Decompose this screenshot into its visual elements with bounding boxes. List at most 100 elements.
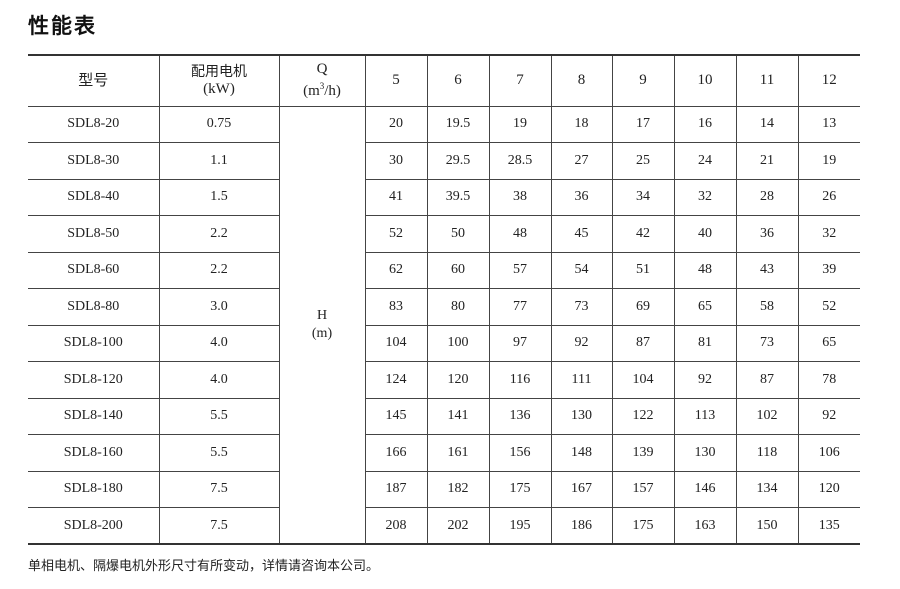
unit-part: /h) [324,83,341,100]
header-flow-value: 6 [426,54,490,107]
header-flow-value: 11 [735,54,799,107]
power-cell: 5.5 [158,434,280,472]
head-value-cell: 139 [611,434,675,472]
head-value-cell: 54 [550,251,613,289]
header-flow-unit: (m3/h) [280,78,365,100]
head-value-cell: 175 [611,507,675,545]
model-cell: SDL8-120 [28,361,160,399]
head-value-cell: 120 [426,361,490,399]
head-value-cell: 21 [735,142,799,180]
head-value-cell: 25 [611,142,675,180]
head-value-cell: 161 [426,434,490,472]
head-value-cell: 175 [488,470,552,508]
head-value-cell: 111 [550,361,613,399]
head-value-cell: 65 [673,288,737,326]
unit-sup: 3 [319,81,325,92]
power-cell: 7.5 [158,470,280,508]
head-value-cell: 36 [550,178,613,216]
head-value-cell: 16 [673,105,737,143]
table-row: SDL8-140 5.5 145 141 136 130 122 113 102 92 [28,397,860,435]
table-row: SDL8-180 7.5 187 182 175 167 157 146 134 120 [28,470,860,508]
head-value-cell: 202 [426,507,490,545]
head-value-cell: 81 [673,324,737,362]
head-value-cell: 65 [797,324,860,362]
head-value-cell: 182 [426,470,490,508]
header-flow-label: Q [316,61,328,78]
head-value-cell: 73 [735,324,799,362]
head-value-cell: 106 [797,434,860,472]
head-value-cell: 97 [488,324,552,362]
head-unit: (m) [311,325,333,341]
table-row: SDL8-80 3.0 83 80 77 73 69 65 58 52 [28,288,860,326]
head-value-cell: 19 [488,105,552,143]
head-value-cell: 124 [364,361,428,399]
power-cell: 1.1 [158,142,280,180]
head-value-cell: 166 [364,434,428,472]
head-value-cell: 30 [364,142,428,180]
head-value-cell: 130 [673,434,737,472]
performance-table: 型号 配用电机 (kW) Q (m3/h) 5 6 7 8 9 10 11 12… [28,54,860,545]
head-value-cell: 17 [611,105,675,143]
model-cell: SDL8-50 [28,215,160,253]
head-value-cell: 52 [797,288,860,326]
head-value-cell: 87 [735,361,799,399]
head-value-cell: 80 [426,288,490,326]
head-value-cell: 92 [673,361,737,399]
head-value-cell: 18 [550,105,613,143]
head-value-cell: 135 [797,507,860,545]
head-value-cell: 26 [797,178,860,216]
model-cell: SDL8-200 [28,507,160,545]
power-cell: 2.2 [158,251,280,289]
head-value-cell: 134 [735,470,799,508]
head-value-cell: 187 [364,470,428,508]
head-value-cell: 163 [673,507,737,545]
header-flow-value: 9 [611,54,675,107]
power-cell: 0.75 [158,105,280,143]
model-cell: SDL8-30 [28,142,160,180]
head-value-cell: 41 [364,178,428,216]
head-value-cell: 20 [364,105,428,143]
header-flow-value: 5 [364,54,428,107]
header-motor: 配用电机 (kW) [158,54,280,107]
model-cell: SDL8-100 [28,324,160,362]
header-flow-value: 7 [488,54,552,107]
head-value-cell: 150 [735,507,799,545]
head-value-cell: 146 [673,470,737,508]
head-value-cell: 122 [611,397,675,435]
head-value-cell: 24 [673,142,737,180]
footnote: 单相电机、隔爆电机外形尺寸有所变动，详情请咨询本公司。 [28,559,380,574]
head-value-cell: 100 [426,324,490,362]
header-flow: Q (m3/h) [278,54,366,107]
model-cell: SDL8-40 [28,178,160,216]
table-row: SDL8-50 2.2 52 50 48 45 42 40 36 32 [28,215,860,253]
table-row: SDL8-30 1.1 30 29.5 28.5 27 25 24 21 19 [28,142,860,180]
power-cell: 4.0 [158,361,280,399]
head-value-cell: 73 [550,288,613,326]
head-value-cell: 157 [611,470,675,508]
head-value-cell: 50 [426,215,490,253]
head-value-cell: 58 [735,288,799,326]
head-value-cell: 113 [673,397,737,435]
head-value-cell: 48 [488,215,552,253]
head-value-cell: 43 [735,251,799,289]
power-cell: 3.0 [158,288,280,326]
head-value-cell: 78 [797,361,860,399]
model-cell: SDL8-160 [28,434,160,472]
header-row: 型号 配用电机 (kW) Q (m3/h) 5 6 7 8 9 10 11 12 [28,54,860,107]
head-value-cell: 92 [797,397,860,435]
unit-part: (m [303,83,320,100]
table-row: SDL8-160 5.5 166 161 156 148 139 130 118 106 [28,434,860,472]
head-value-cell: 32 [673,178,737,216]
head-value-cell: 186 [550,507,613,545]
head-value-cell: 19.5 [426,105,490,143]
head-value-cell: 27 [550,142,613,180]
power-cell: 4.0 [158,324,280,362]
head-value-cell: 28.5 [488,142,552,180]
head-value-cell: 148 [550,434,613,472]
head-label: H [316,307,328,323]
head-value-cell: 57 [488,251,552,289]
head-value-cell: 104 [364,324,428,362]
header-flow-value: 10 [673,54,737,107]
head-value-cell: 34 [611,178,675,216]
power-cell: 5.5 [158,397,280,435]
